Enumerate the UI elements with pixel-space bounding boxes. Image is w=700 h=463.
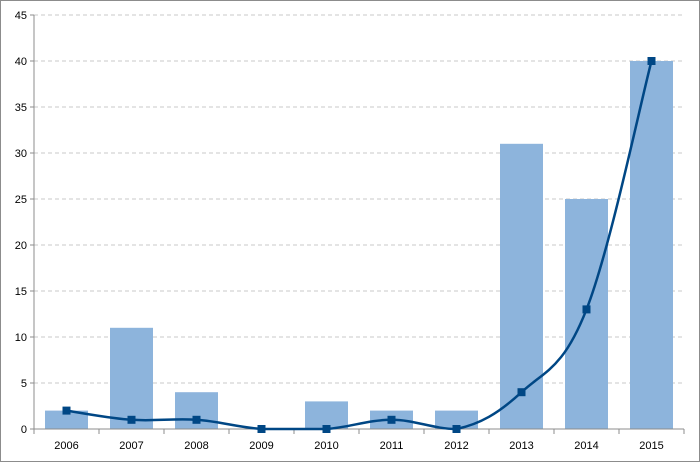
x-tick-label: 2007 bbox=[119, 440, 143, 452]
x-tick-label: 2006 bbox=[54, 440, 78, 452]
line-point-marker bbox=[647, 57, 656, 65]
y-tick-label: 35 bbox=[15, 102, 27, 114]
x-tick-label: 2012 bbox=[444, 440, 468, 452]
line-series bbox=[62, 57, 656, 433]
y-tick-label: 15 bbox=[15, 286, 27, 298]
line-point-marker bbox=[62, 406, 71, 415]
line-point-marker bbox=[322, 425, 331, 433]
bar bbox=[500, 143, 543, 430]
y-tick-label: 0 bbox=[21, 424, 27, 436]
x-tick-label: 2008 bbox=[184, 440, 208, 452]
y-tick-label: 40 bbox=[15, 56, 27, 68]
x-tick-label: 2010 bbox=[314, 440, 338, 452]
y-tick-label: 25 bbox=[15, 194, 27, 206]
x-tick-label: 2011 bbox=[380, 440, 404, 452]
x-tick-label: 2013 bbox=[509, 440, 533, 452]
bar bbox=[565, 199, 608, 429]
line-point-marker bbox=[257, 425, 266, 433]
bar-series bbox=[45, 61, 673, 430]
y-tick-label: 5 bbox=[21, 378, 27, 390]
line-point-marker bbox=[387, 415, 396, 424]
line-point-marker bbox=[452, 425, 461, 433]
line-point-marker bbox=[127, 415, 136, 424]
line-point-marker bbox=[582, 305, 591, 314]
line-point-marker bbox=[517, 388, 526, 397]
bar bbox=[630, 61, 673, 429]
bar bbox=[305, 401, 348, 429]
y-tick-label: 30 bbox=[15, 148, 27, 160]
x-tick-label: 2015 bbox=[639, 440, 663, 452]
tick-labels: 0 5 10 15 20 25 30 35 40 45 2006 2007 2008 2009 2010 20… bbox=[15, 10, 664, 452]
axes bbox=[30, 14, 685, 434]
y-tick-label: 20 bbox=[15, 240, 27, 252]
y-tick-label: 10 bbox=[15, 332, 27, 344]
bar bbox=[45, 410, 88, 429]
bar bbox=[110, 327, 153, 429]
y-tick-label: 45 bbox=[15, 10, 27, 22]
bar bbox=[435, 410, 478, 429]
line-point-marker bbox=[192, 415, 201, 424]
x-tick-label: 2009 bbox=[249, 440, 273, 452]
x-tick-label: 2014 bbox=[574, 440, 598, 452]
